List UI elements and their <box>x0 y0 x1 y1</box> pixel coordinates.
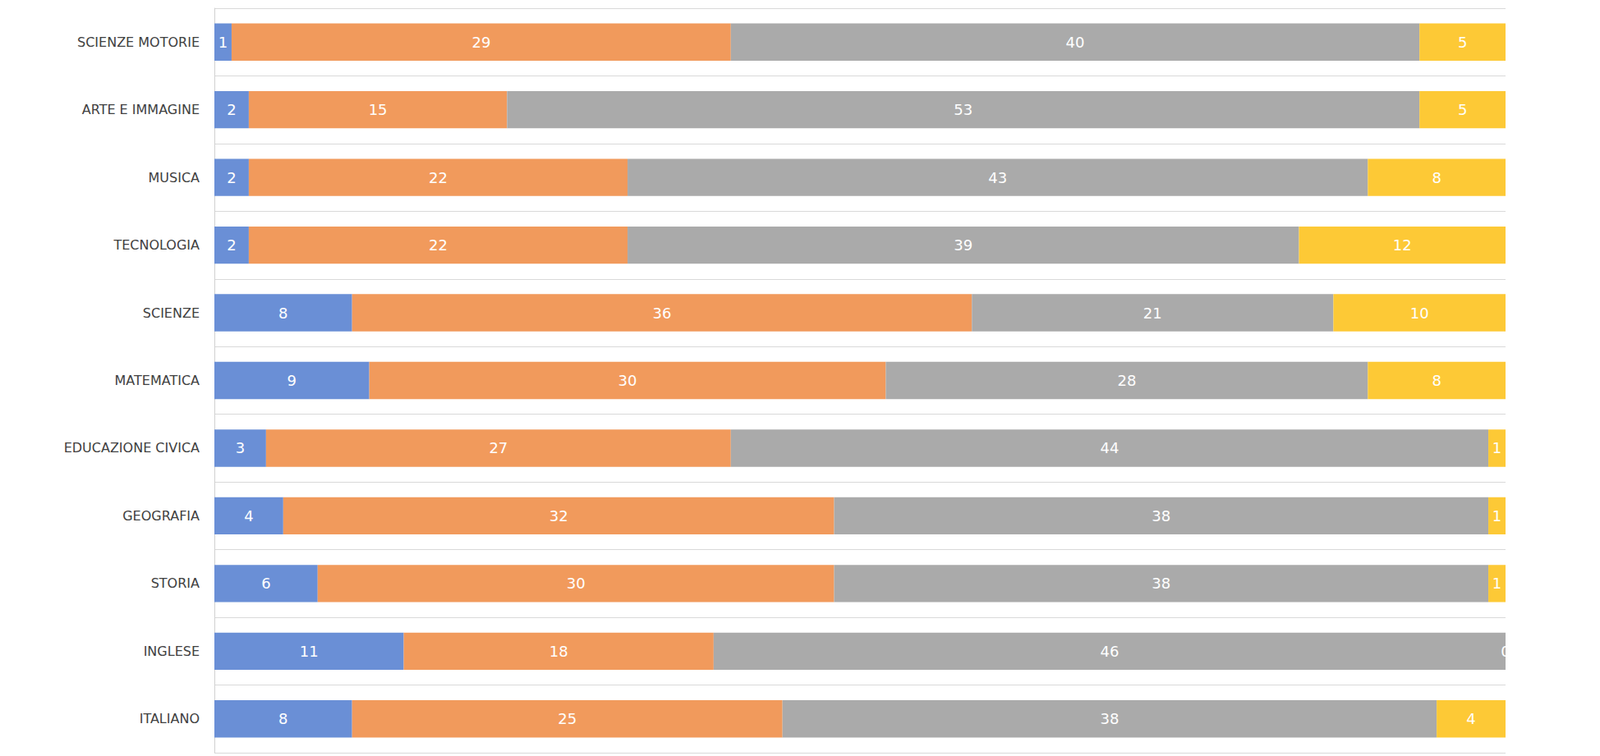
svg-text:4: 4 <box>1466 710 1476 728</box>
svg-text:8: 8 <box>1431 169 1441 187</box>
svg-text:38: 38 <box>1151 507 1171 525</box>
svg-text:40: 40 <box>1066 33 1086 51</box>
svg-text:SCIENZE MOTORIE: SCIENZE MOTORIE <box>77 34 200 51</box>
svg-text:MUSICA: MUSICA <box>147 170 200 186</box>
svg-text:29: 29 <box>471 33 491 51</box>
svg-text:2: 2 <box>226 101 236 119</box>
svg-text:1: 1 <box>1492 439 1502 457</box>
svg-text:22: 22 <box>428 169 448 187</box>
svg-text:0: 0 <box>1500 643 1510 661</box>
svg-text:STORIA: STORIA <box>151 575 200 592</box>
svg-text:8: 8 <box>1431 372 1441 390</box>
svg-text:1: 1 <box>218 33 228 51</box>
svg-text:18: 18 <box>549 643 569 661</box>
svg-text:44: 44 <box>1099 439 1119 457</box>
svg-text:1: 1 <box>1492 574 1502 593</box>
svg-text:8: 8 <box>278 304 288 322</box>
svg-text:53: 53 <box>953 101 973 119</box>
svg-text:2: 2 <box>226 236 236 254</box>
svg-text:28: 28 <box>1117 372 1136 390</box>
svg-text:9: 9 <box>287 372 297 390</box>
svg-text:11: 11 <box>299 643 319 661</box>
svg-text:43: 43 <box>988 169 1007 187</box>
svg-text:12: 12 <box>1393 236 1412 254</box>
svg-text:21: 21 <box>1143 304 1163 322</box>
svg-text:1: 1 <box>1492 507 1502 525</box>
svg-text:6: 6 <box>261 574 271 593</box>
svg-text:30: 30 <box>618 372 638 390</box>
svg-text:INGLESE: INGLESE <box>143 643 200 660</box>
svg-text:22: 22 <box>428 236 448 254</box>
svg-text:TECNOLOGIA: TECNOLOGIA <box>112 237 200 253</box>
svg-text:10: 10 <box>1410 304 1430 322</box>
svg-text:GEOGRAFIA: GEOGRAFIA <box>122 508 200 525</box>
svg-text:SCIENZE: SCIENZE <box>142 305 200 322</box>
svg-text:46: 46 <box>1099 643 1119 661</box>
svg-text:5: 5 <box>1457 33 1467 51</box>
svg-text:8: 8 <box>278 710 288 728</box>
svg-text:38: 38 <box>1151 574 1171 593</box>
svg-text:ITALIANO: ITALIANO <box>139 711 200 727</box>
svg-text:36: 36 <box>652 304 672 322</box>
svg-text:EDUCAZIONE CIVICA: EDUCAZIONE CIVICA <box>64 440 200 456</box>
svg-text:39: 39 <box>953 236 973 254</box>
svg-text:MATEMATICA: MATEMATICA <box>114 372 200 389</box>
svg-text:2: 2 <box>226 169 236 187</box>
svg-text:30: 30 <box>566 574 586 593</box>
svg-text:5: 5 <box>1457 101 1467 119</box>
svg-text:15: 15 <box>368 101 388 119</box>
svg-text:3: 3 <box>235 439 245 457</box>
svg-text:27: 27 <box>488 439 508 457</box>
svg-text:ARTE E IMMAGINE: ARTE E IMMAGINE <box>82 101 200 118</box>
svg-text:25: 25 <box>557 710 577 728</box>
svg-text:4: 4 <box>243 507 253 525</box>
svg-text:38: 38 <box>1099 710 1119 728</box>
svg-text:32: 32 <box>549 507 569 525</box>
